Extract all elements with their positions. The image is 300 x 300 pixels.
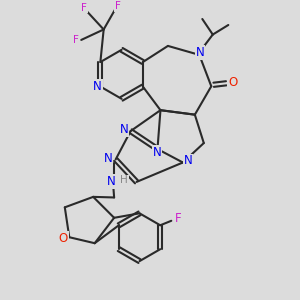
Text: F: F xyxy=(73,35,79,45)
Text: H: H xyxy=(120,176,128,185)
Text: N: N xyxy=(120,123,128,136)
Text: O: O xyxy=(59,232,68,245)
Text: F: F xyxy=(81,3,87,13)
Text: N: N xyxy=(93,80,102,93)
Text: N: N xyxy=(104,152,112,165)
Text: F: F xyxy=(115,1,121,11)
Text: N: N xyxy=(107,175,116,188)
Text: O: O xyxy=(228,76,237,89)
Text: N: N xyxy=(184,154,193,167)
Text: F: F xyxy=(175,212,181,225)
Text: N: N xyxy=(152,146,161,158)
Text: N: N xyxy=(196,46,204,59)
